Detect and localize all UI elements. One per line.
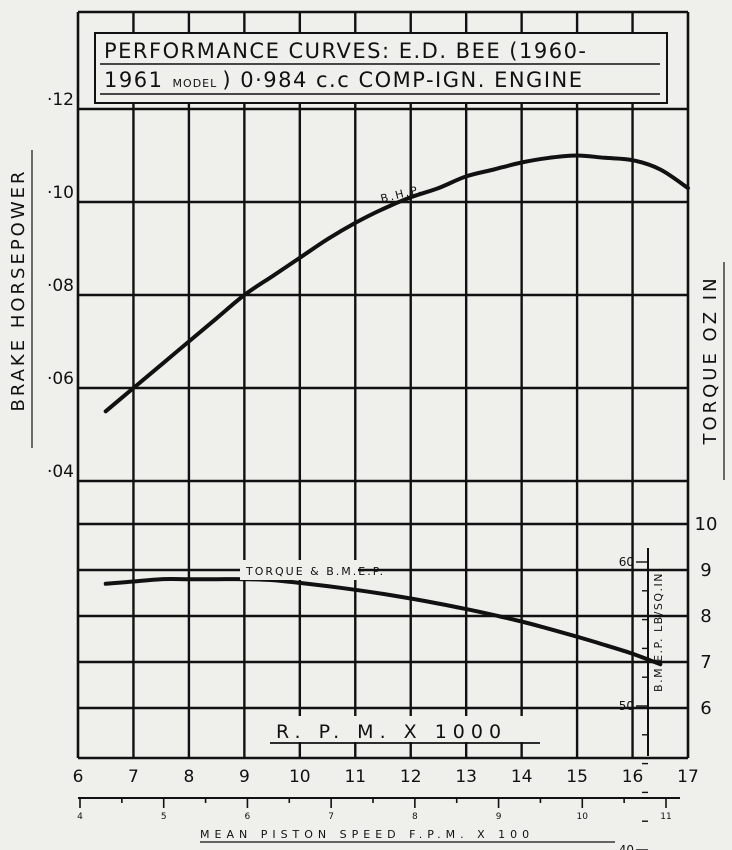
x-tick-label: 16 (622, 767, 644, 787)
piston-speed-tick-label: 10 (577, 812, 589, 822)
left-axis-label-group: BRAKE HORSEPOWER (8, 168, 29, 411)
bhp-tick-label: ·10 (47, 183, 74, 203)
x2-axis-label: MEAN PISTON SPEED F.P.M. X 100 (200, 828, 534, 841)
bmep-tick-label: 50 (619, 699, 634, 713)
piston-speed-tick-label: 8 (412, 812, 418, 822)
right-axis-label-group: TORQUE OZ IN (700, 275, 721, 445)
x-axis-label: R. P. M. X 1000 (276, 721, 507, 743)
piston-speed-tick-label: 11 (660, 812, 671, 822)
x-tick-label: 8 (183, 767, 194, 787)
bhp-tick-label: ·06 (47, 369, 74, 389)
bmep-tick-label: 60 (619, 555, 634, 569)
chart-title-line1: PERFORMANCE CURVES: E.D. BEE (1960- (104, 39, 588, 63)
torque-tick-label: 7 (700, 652, 711, 673)
torque-tick-label: 10 (695, 514, 718, 535)
piston-speed-tick-label: 6 (245, 812, 251, 822)
title-box (94, 32, 668, 104)
piston-speed-tick-label: 9 (496, 812, 502, 822)
bhp-curve (103, 153, 690, 414)
bmep-label-group: B.M.E.P. LB/SQ.IN (652, 572, 665, 692)
y-axis-label: BRAKE HORSEPOWER (8, 168, 29, 411)
torque-tick-label: 9 (700, 560, 711, 581)
torque-tick-label: 6 (700, 698, 711, 719)
bhp-tick-label: ·08 (47, 276, 74, 296)
x-tick-label: 11 (344, 767, 366, 787)
x-tick-label: 17 (677, 767, 699, 787)
x-tick-label: 14 (511, 767, 533, 787)
chart-grid (78, 12, 688, 758)
chart-title-line2: 1961 MODEL ) 0·984 c.c COMP-IGN. ENGINE (104, 68, 584, 92)
piston-speed-tick-label: 4 (77, 812, 83, 822)
torque-label-patch (240, 560, 358, 580)
x-tick-label: 9 (239, 767, 250, 787)
x-tick-label: 12 (400, 767, 422, 787)
bhp-tick-label: ·12 (47, 90, 74, 110)
x-tick-label: 6 (73, 767, 84, 787)
x-tick-label: 7 (128, 767, 139, 787)
piston-speed-tick-label: 7 (328, 812, 334, 822)
bmep-axis-label: B.M.E.P. LB/SQ.IN (652, 572, 665, 692)
tick-labels: 6 7 8 9 10 11 12 13 14 15 16 17 ·12 ·10 ·08 ·06 ·04 10 9 8 7… (47, 90, 718, 850)
x-tick-label: 13 (455, 767, 477, 787)
y2-axis-label: TORQUE OZ IN (700, 275, 721, 445)
x-tick-label: 15 (566, 767, 588, 787)
torque-tick-label: 8 (700, 606, 711, 627)
torque-curve-label: TORQUE & B.M.E.P. (245, 565, 385, 578)
bmep-tick-label: 40 (619, 843, 634, 850)
torque-curve (103, 577, 663, 667)
bhp-tick-label: ·04 (47, 462, 74, 482)
rpm-label-box (270, 716, 540, 742)
x-tick-label: 10 (289, 767, 311, 787)
piston-speed-tick-label: 5 (161, 812, 167, 822)
chart-frame (76, 10, 690, 850)
piston-speed-ticks: 4 5 6 7 8 9 10 11 (77, 798, 672, 822)
